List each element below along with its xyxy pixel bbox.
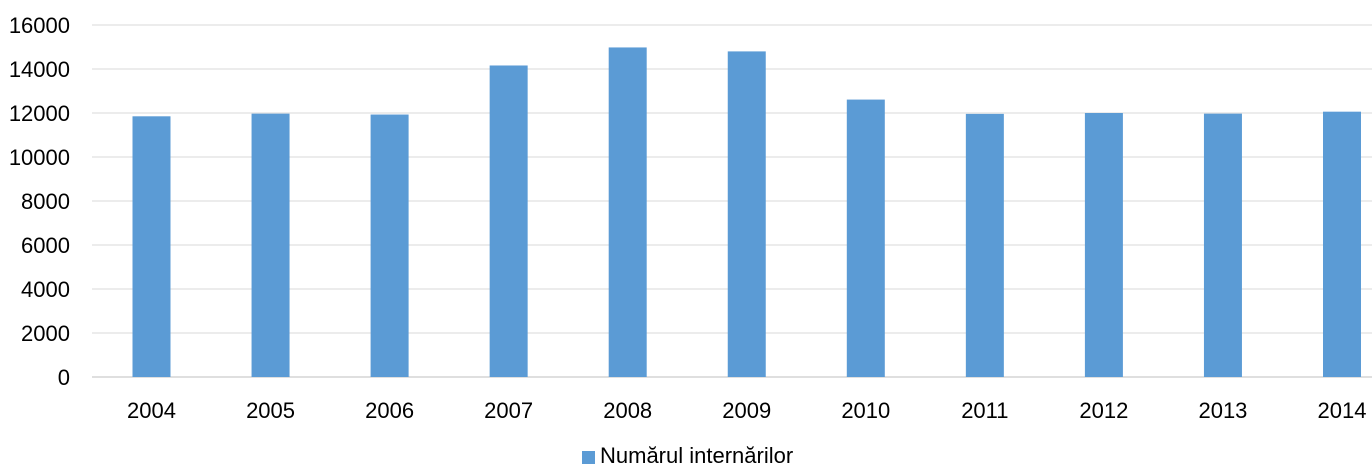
bar (1203, 113, 1242, 377)
y-axis-tick-labels: 0 2000 4000 6000 8000 10000 12000 14000 16000 (9, 13, 70, 390)
x-tick-label: 2006 (365, 398, 414, 423)
bar (251, 113, 290, 377)
x-tick-label: 2011 (961, 398, 1008, 423)
x-tick-label: 2013 (1198, 398, 1247, 423)
x-tick-label: 2012 (1079, 398, 1128, 423)
bar (727, 51, 766, 378)
bar (965, 113, 1004, 377)
bar (846, 99, 885, 377)
x-tick-label: 2009 (722, 398, 771, 423)
bar (370, 114, 409, 377)
legend-swatch (582, 451, 595, 464)
x-tick-label: 2004 (127, 398, 176, 423)
y-tick-label: 14000 (9, 57, 70, 82)
y-tick-label: 2000 (21, 321, 70, 346)
bar (1084, 113, 1123, 377)
y-tick-label: 12000 (9, 101, 70, 126)
y-tick-label: 10000 (9, 145, 70, 170)
y-tick-label: 4000 (21, 277, 70, 302)
legend-label: Numărul internărilor (600, 443, 793, 468)
y-tick-label: 16000 (9, 13, 70, 38)
y-tick-label: 0 (58, 365, 70, 390)
x-axis-tick-labels: 2004 2005 2006 2007 2008 2009 2010 2011 2012 2013… (127, 398, 1366, 423)
x-tick-label: 2007 (484, 398, 533, 423)
legend: Numărul internărilor (582, 443, 793, 468)
x-tick-label: 2014 (1318, 398, 1367, 423)
bar (132, 116, 171, 378)
bar (608, 47, 647, 377)
x-tick-label: 2005 (246, 398, 295, 423)
bar (489, 65, 528, 377)
bar (1323, 111, 1361, 378)
y-tick-label: 8000 (21, 189, 70, 214)
bars (132, 47, 1361, 378)
y-tick-label: 6000 (21, 233, 70, 258)
x-tick-label: 2008 (603, 398, 652, 423)
x-tick-label: 2010 (841, 398, 890, 423)
